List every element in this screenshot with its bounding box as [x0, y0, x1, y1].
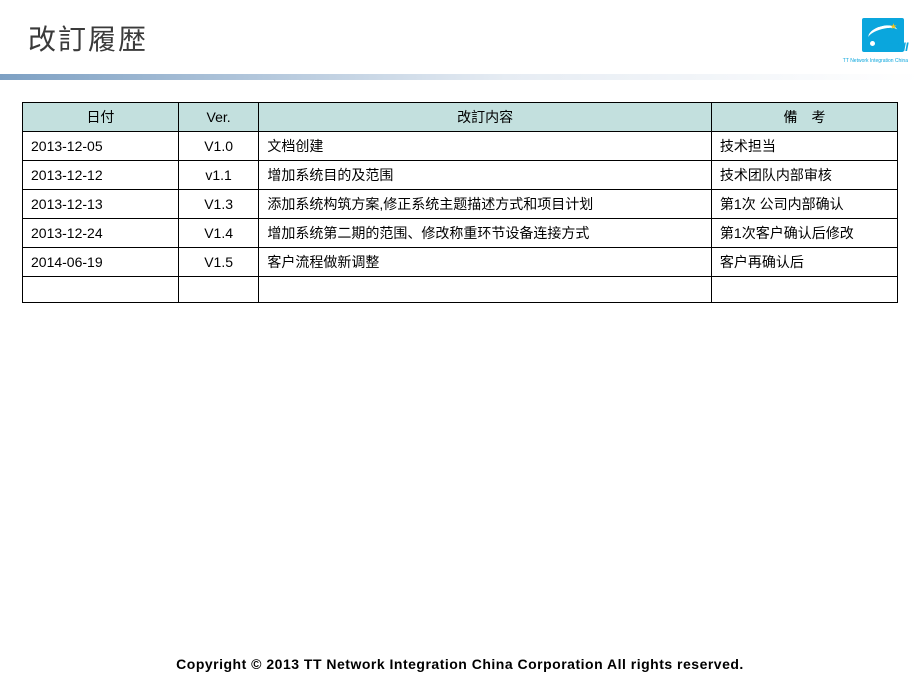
col-header-date: 日付 — [23, 103, 179, 132]
cell-date: 2013-12-05 — [23, 132, 179, 161]
cell-remark: 第1次 公司内部确认 — [711, 190, 897, 219]
cell-remark: 技术担当 — [711, 132, 897, 161]
table-row: 2013-12-24V1.4增加系统第二期的范围、修改称重环节设备连接方式第1次… — [23, 219, 898, 248]
ttni-logo: ★ TTNI TT Network Integration China — [858, 18, 908, 66]
cell-version: V1.5 — [178, 248, 258, 277]
cell-date: 2013-12-12 — [23, 161, 179, 190]
table-row — [23, 277, 898, 303]
col-header-remark: 備 考 — [711, 103, 897, 132]
cell-content: 增加系统目的及范围 — [259, 161, 712, 190]
cell-remark: 技术团队内部审核 — [711, 161, 897, 190]
logo-subtext: TT Network Integration China — [843, 58, 908, 64]
table-body: 2013-12-05V1.0文档创建技术担当2013-12-12v1.1增加系统… — [23, 132, 898, 303]
cell-version — [178, 277, 258, 303]
content-area: 日付 Ver. 改訂内容 備 考 2013-12-05V1.0文档创建技术担当2… — [0, 80, 920, 303]
cell-date: 2013-12-24 — [23, 219, 179, 248]
cell-date: 2014-06-19 — [23, 248, 179, 277]
table-row: 2013-12-13V1.3添加系统构筑方案,修正系统主题描述方式和项目计划第1… — [23, 190, 898, 219]
cell-content: 增加系统第二期的范围、修改称重环节设备连接方式 — [259, 219, 712, 248]
cell-date — [23, 277, 179, 303]
cell-version: V1.0 — [178, 132, 258, 161]
table-row: 2013-12-05V1.0文档创建技术担当 — [23, 132, 898, 161]
cell-remark: 第1次客户确认后修改 — [711, 219, 897, 248]
cell-content: 客户流程做新调整 — [259, 248, 712, 277]
revision-table: 日付 Ver. 改訂内容 備 考 2013-12-05V1.0文档创建技术担当2… — [22, 102, 898, 303]
cell-content: 添加系统构筑方案,修正系统主题描述方式和项目计划 — [259, 190, 712, 219]
col-header-content: 改訂内容 — [259, 103, 712, 132]
col-header-version: Ver. — [178, 103, 258, 132]
cell-version: V1.3 — [178, 190, 258, 219]
cell-date: 2013-12-13 — [23, 190, 179, 219]
cell-version: v1.1 — [178, 161, 258, 190]
cell-remark — [711, 277, 897, 303]
cell-content: 文档创建 — [259, 132, 712, 161]
table-row: 2014-06-19V1.5客户流程做新调整客户再确认后 — [23, 248, 898, 277]
logo-text: TTNI — [883, 40, 908, 54]
table-row: 2013-12-12v1.1增加系统目的及范围技术团队内部审核 — [23, 161, 898, 190]
table-header-row: 日付 Ver. 改訂内容 備 考 — [23, 103, 898, 132]
header: 改訂履歴 ★ TTNI TT Network Integration China — [0, 0, 920, 66]
page-title: 改訂履歴 — [28, 18, 148, 58]
cell-remark: 客户再确认后 — [711, 248, 897, 277]
cell-version: V1.4 — [178, 219, 258, 248]
cell-content — [259, 277, 712, 303]
footer-copyright: Copyright © 2013 TT Network Integration … — [0, 656, 920, 672]
